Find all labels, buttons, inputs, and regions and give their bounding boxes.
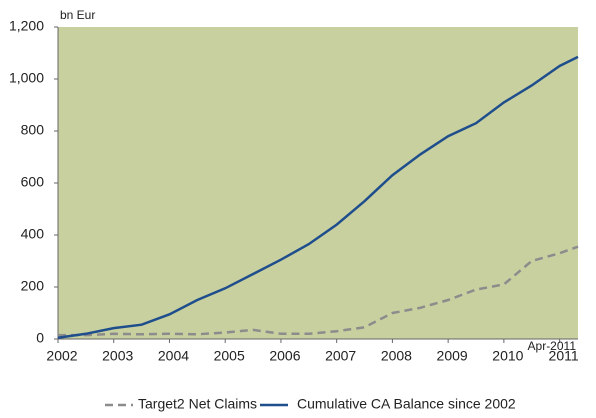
x-tick-label: 2011 <box>549 348 579 364</box>
x-tick-label: 2004 <box>158 348 189 364</box>
y-unit-label: bn Eur <box>60 8 95 22</box>
x-tick-label: 2007 <box>325 348 356 364</box>
y-tick-label: 600 <box>21 174 45 190</box>
x-tick-label: 2006 <box>269 348 300 364</box>
y-tick-label: 400 <box>21 226 45 242</box>
x-tick-label: 2005 <box>214 348 245 364</box>
x-tick-label: 2009 <box>437 348 468 364</box>
series-line <box>57 55 579 339</box>
x-tick-label: 2010 <box>492 348 523 364</box>
x-tick-label: 2002 <box>46 348 77 364</box>
series-line <box>58 245 579 337</box>
legend-label: Target2 Net Claims <box>138 396 257 412</box>
y-tick-label: 800 <box>21 122 45 138</box>
annotation: Apr-2011 <box>528 339 577 353</box>
plot-area <box>58 27 578 339</box>
y-tick-label: 1,000 <box>9 70 44 86</box>
x-tick-label: 2003 <box>102 348 133 364</box>
y-tick-label: 200 <box>21 278 45 294</box>
legend-label: Cumulative CA Balance since 2002 <box>297 396 516 412</box>
y-tick-label: 1,200 <box>9 18 44 34</box>
x-tick-label: 2008 <box>381 348 412 364</box>
y-tick-label: 0 <box>36 330 44 346</box>
